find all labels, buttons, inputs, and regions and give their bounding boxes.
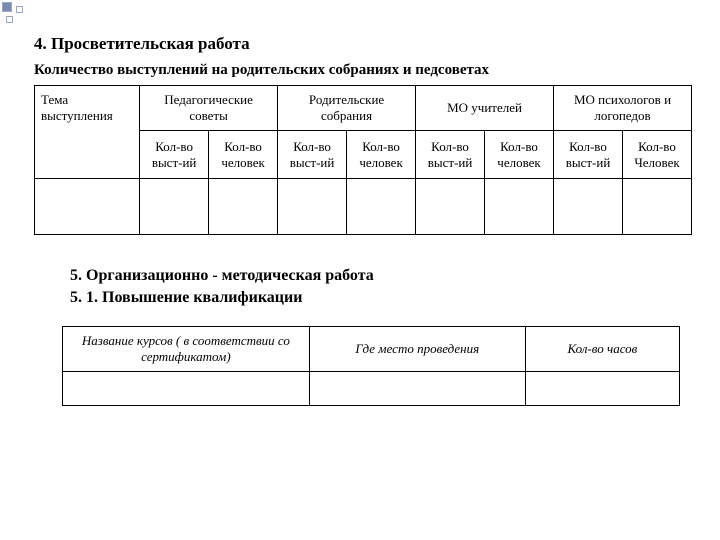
section-5-line1: 5. Организационно - методическая работа [70,265,692,287]
section-5-line2: 5. 1. Повышение квалификации [70,287,692,309]
col-group-3: МО учителей [416,86,554,131]
col-topic: Тема выступления [35,86,140,179]
presentations-table: Тема выступления Педагогические советы Р… [34,85,692,235]
cell [525,372,679,406]
cell [140,179,209,235]
table1-caption: Количество выступлений на родительских с… [34,62,692,79]
section-5-heading: 5. Организационно - методическая работа … [70,265,692,308]
col-group-4: МО психологов и логопедов [554,86,692,131]
cell [309,372,525,406]
subcol-people: Кол-во человек [347,131,416,179]
cell [63,372,310,406]
section-4-heading: 4. Просветительская работа [34,34,692,54]
subcol-count: Кол-во выст-ий [278,131,347,179]
col-group-2: Родительские собрания [278,86,416,131]
cell [347,179,416,235]
cell [278,179,347,235]
cell [554,179,623,235]
subcol-count: Кол-во выст-ий [554,131,623,179]
corner-decoration [0,0,60,30]
cell [485,179,554,235]
subcol-people: Кол-во человек [209,131,278,179]
courses-table: Название курсов ( в соответствии со серт… [62,326,680,406]
cell [623,179,692,235]
cell [209,179,278,235]
col-location: Где место проведения [309,327,525,372]
col-hours: Кол-во часов [525,327,679,372]
cell-topic [35,179,140,235]
subcol-count: Кол-во выст-ий [416,131,485,179]
col-course-name: Название курсов ( в соответствии со серт… [63,327,310,372]
subcol-people: Кол-во человек [485,131,554,179]
col-group-1: Педагогические советы [140,86,278,131]
subcol-count: Кол-во выст-ий [140,131,209,179]
subcol-people: Кол-во Человек [623,131,692,179]
cell [416,179,485,235]
